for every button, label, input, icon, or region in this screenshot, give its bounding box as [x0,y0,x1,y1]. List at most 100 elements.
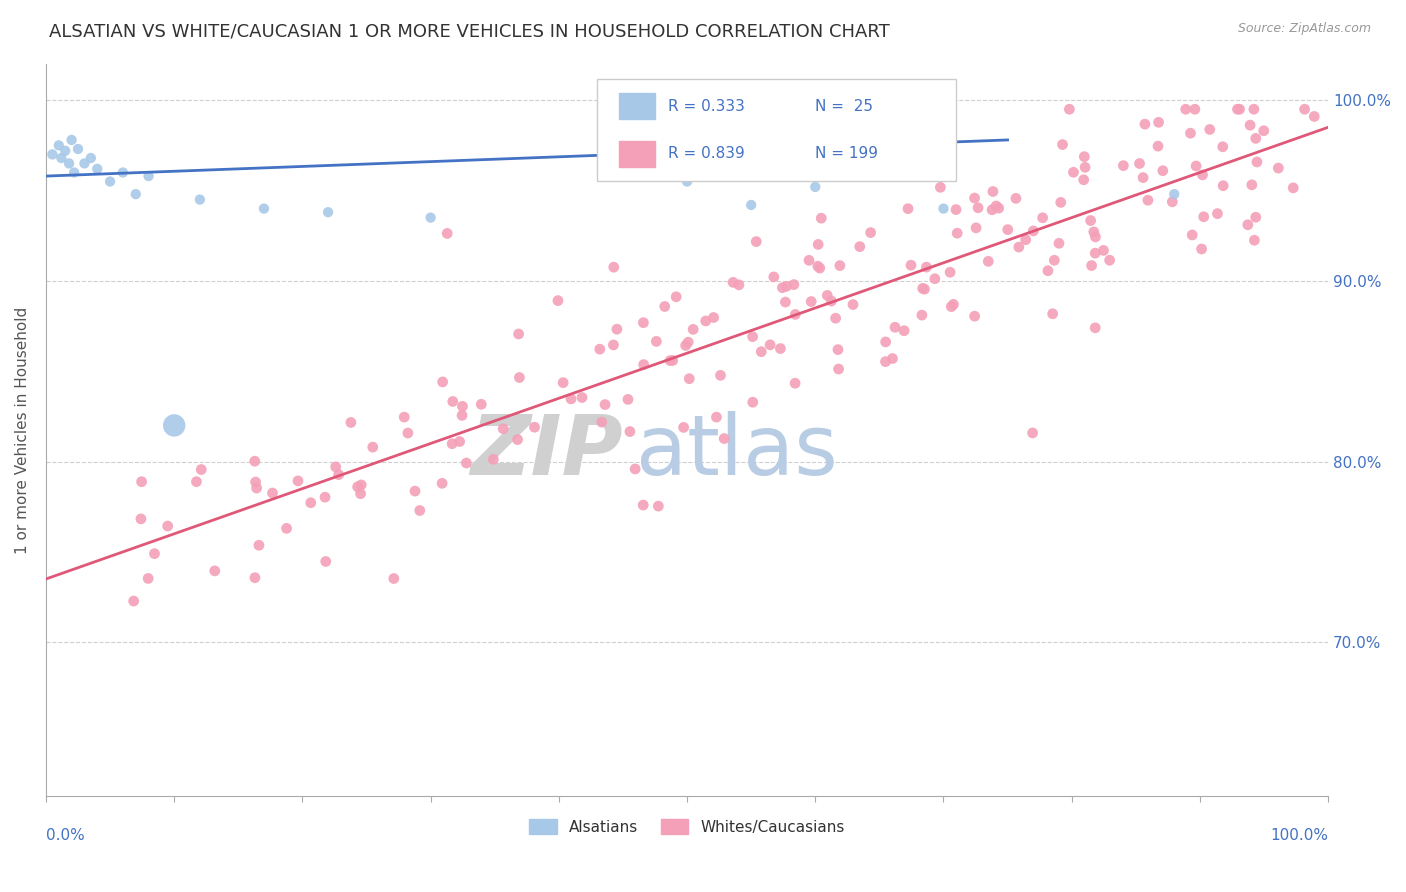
Point [419,211,441,225]
Point [1181,227,1204,242]
Point [647,499,669,513]
Point [783,277,806,292]
Point [591,415,613,429]
Point [1191,168,1213,182]
Point [1112,159,1135,173]
Point [243,571,266,585]
Point [875,354,897,368]
Point [1005,191,1028,205]
Point [396,425,419,440]
Point [602,338,624,352]
Y-axis label: 1 or more Vehicles in Household: 1 or more Vehicles in Household [15,306,30,554]
Point [382,572,405,586]
Point [98,174,121,188]
Point [1303,110,1326,124]
Point [136,571,159,585]
Point [508,370,530,384]
Point [606,322,628,336]
Point [66,142,89,156]
Point [204,564,226,578]
Point [449,434,471,449]
Text: 100.0%: 100.0% [1270,829,1329,843]
Point [1184,102,1206,116]
Point [436,227,458,241]
Point [721,276,744,290]
Point [981,202,1004,217]
Point [73,156,96,170]
Point [977,254,1000,268]
Point [759,338,782,352]
Point [430,476,453,491]
Point [328,467,350,482]
Point [506,433,529,447]
Point [1240,178,1263,192]
Point [797,253,820,268]
Bar [619,93,655,120]
Point [571,391,593,405]
Point [299,496,322,510]
Point [945,202,967,217]
Point [441,436,464,450]
Point [1084,246,1107,260]
Point [1243,102,1265,116]
Point [661,353,683,368]
Text: N =  25: N = 25 [815,99,873,113]
Point [932,202,955,216]
Point [1246,155,1268,169]
Point [703,310,725,325]
Point [122,594,145,608]
Point [762,269,785,284]
Text: Source: ZipAtlas.com: Source: ZipAtlas.com [1237,22,1371,36]
Point [946,226,969,240]
Point [617,392,640,407]
Point [884,320,907,334]
Point [350,478,373,492]
Point [1015,233,1038,247]
Point [86,161,108,176]
Bar [619,141,655,167]
Point [645,334,668,349]
Point [163,418,186,433]
Point [676,174,699,188]
Point [603,260,626,275]
Point [810,211,832,226]
Point [340,416,363,430]
Point [800,294,823,309]
Point [131,475,153,489]
Point [1212,140,1234,154]
Point [60,133,83,147]
Point [1244,211,1267,225]
Legend: Alsatians, Whites/Caucasians: Alsatians, Whites/Caucasians [523,813,851,841]
Point [1049,195,1071,210]
Point [849,239,872,253]
Text: R = 0.839: R = 0.839 [668,146,745,161]
Point [1052,137,1074,152]
Point [914,282,936,296]
Point [287,474,309,488]
Point [967,201,990,215]
Point [593,398,616,412]
Point [404,484,426,499]
Point [665,290,688,304]
Point [482,452,505,467]
Point [1163,187,1185,202]
Point [1074,161,1097,175]
Point [769,342,792,356]
Point [188,193,211,207]
Point [1239,118,1261,132]
Point [1226,102,1249,116]
Point [492,422,515,436]
Point [783,376,806,391]
Point [1180,126,1202,140]
Point [654,300,676,314]
Point [1206,207,1229,221]
Point [929,180,952,194]
Point [1080,259,1102,273]
Point [924,271,946,285]
Point [785,308,807,322]
FancyBboxPatch shape [598,78,956,181]
Point [246,481,269,495]
Point [807,259,830,273]
Point [80,151,103,165]
Point [186,475,208,489]
